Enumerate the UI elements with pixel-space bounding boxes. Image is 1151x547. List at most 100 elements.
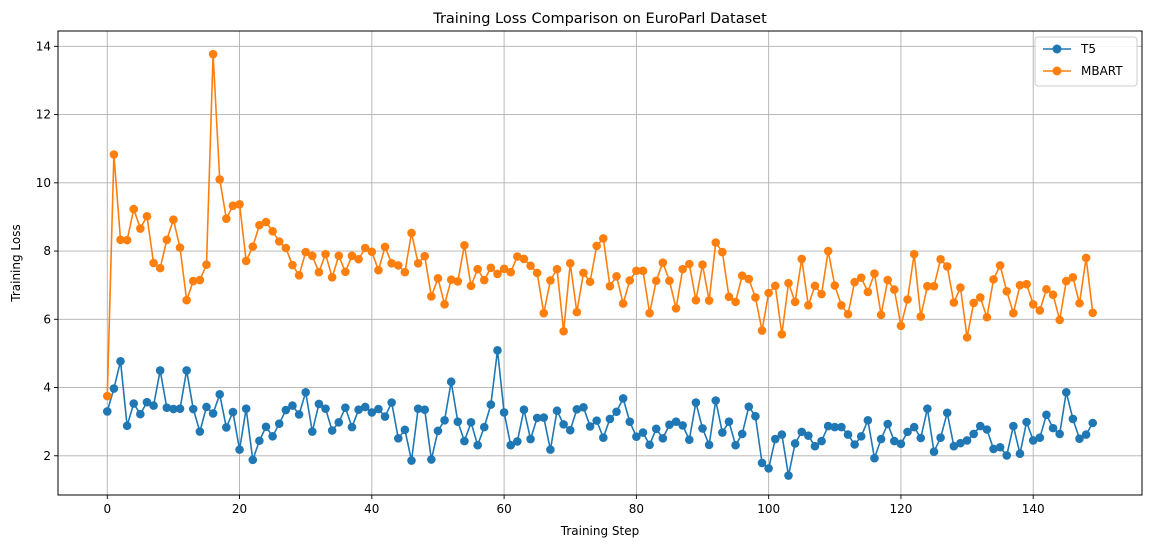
data-point-mbart [380, 242, 390, 252]
data-point-mbart [268, 226, 277, 236]
data-point-t5 [1022, 417, 1031, 427]
data-point-t5 [579, 403, 588, 412]
data-point-mbart [645, 308, 654, 318]
data-point-mbart [764, 288, 773, 298]
data-point-mbart [817, 289, 826, 299]
data-point-mbart [890, 285, 899, 294]
data-point-t5 [1068, 414, 1078, 424]
data-point-t5 [116, 356, 125, 366]
data-point-t5 [565, 425, 575, 435]
data-point-t5 [202, 402, 211, 412]
data-point-t5 [678, 421, 687, 430]
data-point-t5 [407, 456, 416, 465]
y-tick-label: 14 [36, 39, 51, 53]
data-point-mbart [975, 293, 985, 302]
data-point-t5 [843, 430, 853, 439]
data-point-t5 [347, 422, 357, 432]
data-point-t5 [162, 403, 172, 412]
plot-frame [57, 30, 1143, 496]
data-point-mbart [1055, 315, 1064, 325]
data-point-t5 [942, 408, 952, 418]
data-point-t5 [929, 447, 939, 456]
y-tick-label: 2 [43, 449, 51, 463]
data-point-mbart [579, 268, 588, 278]
data-point-t5 [215, 390, 225, 399]
data-point-t5 [539, 413, 549, 422]
data-point-t5 [982, 425, 992, 434]
data-point-mbart [532, 268, 542, 278]
y-axis-label: Training Loss [9, 224, 23, 302]
data-point-t5 [949, 441, 959, 451]
data-point-t5 [440, 415, 449, 425]
data-point-t5 [241, 404, 251, 413]
data-point-mbart [744, 274, 754, 284]
data-point-mbart [142, 211, 152, 221]
data-point-mbart [274, 237, 284, 246]
data-point-t5 [698, 424, 707, 433]
data-point-mbart [1035, 306, 1045, 315]
data-point-mbart [182, 295, 191, 305]
data-point-t5 [380, 412, 390, 421]
data-point-mbart [585, 277, 595, 287]
data-point-t5 [1088, 418, 1098, 428]
data-point-t5 [784, 471, 793, 480]
x-tick-label: 140 [1022, 502, 1045, 516]
data-point-mbart [704, 296, 714, 305]
data-point-mbart [684, 259, 694, 269]
data-point-mbart [612, 272, 621, 281]
data-point-mbart [909, 249, 919, 259]
data-point-t5 [255, 436, 264, 446]
data-point-mbart [129, 204, 139, 214]
data-point-mbart [929, 281, 939, 291]
data-point-t5 [195, 427, 205, 436]
data-point-mbart [830, 281, 840, 290]
data-point-t5 [222, 423, 231, 432]
data-point-mbart [499, 264, 509, 274]
data-point-t5 [552, 406, 562, 416]
data-point-t5 [142, 397, 152, 407]
data-point-mbart [1042, 284, 1051, 294]
data-point-t5 [321, 404, 330, 413]
data-point-t5 [446, 377, 456, 387]
data-point-mbart [1028, 299, 1038, 309]
data-point-mbart [592, 241, 601, 251]
data-point-mbart [718, 247, 727, 257]
data-point-t5 [876, 434, 886, 444]
data-point-mbart [942, 262, 952, 271]
data-point-mbart [916, 312, 926, 321]
data-point-t5 [632, 432, 641, 441]
data-point-t5 [605, 414, 615, 424]
data-point-mbart [506, 267, 516, 277]
data-point-t5 [658, 434, 668, 443]
data-point-mbart [711, 238, 721, 247]
data-point-t5 [817, 436, 826, 446]
data-point-t5 [546, 445, 555, 454]
data-point-mbart [281, 243, 291, 253]
data-point-t5 [850, 440, 859, 449]
data-point-mbart [308, 251, 317, 261]
y-tick-label: 8 [43, 244, 51, 258]
data-point-mbart [393, 261, 403, 270]
data-point-t5 [612, 407, 621, 417]
data-point-t5 [109, 384, 119, 393]
data-point-t5 [499, 408, 509, 417]
data-point-t5 [969, 429, 978, 439]
data-point-mbart [883, 275, 892, 285]
data-point-t5 [314, 399, 324, 409]
data-point-mbart [923, 281, 932, 291]
x-tick-label: 80 [629, 502, 644, 516]
data-point-t5 [526, 434, 535, 444]
data-point-t5 [962, 436, 972, 445]
legend-label-t5: T5 [1080, 42, 1096, 56]
data-point-mbart [413, 259, 423, 268]
data-point-t5 [923, 404, 932, 413]
data-point-mbart [493, 269, 502, 279]
data-point-t5 [718, 428, 727, 437]
x-axis-label: Training Step [560, 524, 640, 538]
axis-ticks: 0 20 40 60 80 100 120 140 2 4 6 8 10 12 14 [36, 39, 1045, 516]
data-point-t5 [645, 440, 654, 450]
series-t5 [102, 346, 1098, 480]
data-point-mbart [387, 259, 396, 268]
data-point-t5 [519, 405, 529, 415]
